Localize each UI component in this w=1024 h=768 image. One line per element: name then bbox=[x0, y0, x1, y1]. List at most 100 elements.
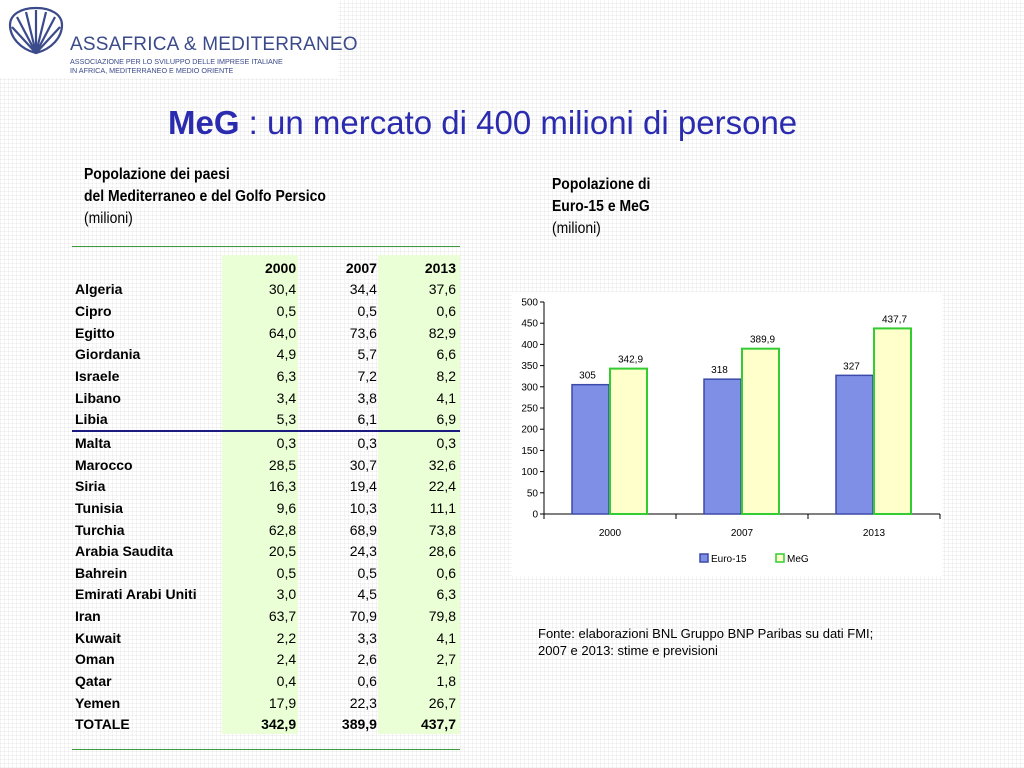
table-row: Bahrein 0,5 0,5 0,6 bbox=[72, 562, 460, 584]
population-table-grid: 2000 2007 2013 Algeria 30,4 34,4 37,6 Cipro 0… bbox=[72, 257, 460, 735]
cell-2000: 62,8 bbox=[268, 521, 297, 538]
cell-2000: 4,9 bbox=[276, 346, 297, 363]
cell-2013: 1,8 bbox=[436, 672, 456, 689]
country-name: Oman bbox=[75, 651, 115, 668]
table-row: Libano 3,4 3,8 4,1 bbox=[72, 387, 460, 409]
cell-2000: 9,6 bbox=[276, 499, 297, 516]
country-name: Kuwait bbox=[75, 629, 121, 646]
cell-2013: 6,6 bbox=[436, 346, 456, 363]
source-line2: 2007 e 2013: stime e previsioni bbox=[538, 643, 718, 658]
chart-caption-line1: Popolazione di bbox=[552, 176, 651, 193]
y-tick-label: 200 bbox=[521, 425, 538, 436]
x-tick-label: 2013 bbox=[863, 528, 886, 539]
chart-svg: 0 50 100 150 200 250 300 350 400 450 500 305 342,9 20… bbox=[521, 298, 941, 570]
x-tick-label: 2000 bbox=[599, 528, 622, 539]
table-caption: Popolazione dei paesi del Mediterraneo e… bbox=[84, 164, 326, 230]
country-name: Libia bbox=[75, 411, 108, 428]
cell-2007: 5,7 bbox=[357, 346, 377, 363]
cell-2000: 6,3 bbox=[276, 368, 297, 385]
country-name: Yemen bbox=[75, 694, 121, 711]
legend-label: Euro-15 bbox=[711, 554, 747, 565]
cell-2000: 0,3 bbox=[223, 430, 301, 454]
data-label: 327 bbox=[843, 361, 860, 372]
cell-2007: 68,9 bbox=[349, 521, 377, 538]
country-name: Giordania bbox=[75, 346, 141, 363]
bar-Euro-15-2000 bbox=[571, 383, 610, 515]
cell-2000: 2,4 bbox=[276, 651, 297, 668]
cell-2000: 30,4 bbox=[268, 281, 297, 298]
y-tick-label: 50 bbox=[527, 488, 539, 499]
country-name: Siria bbox=[75, 478, 106, 495]
table-row: Egitto 64,0 73,6 82,9 bbox=[72, 322, 460, 344]
cell-2007: 24,3 bbox=[349, 543, 377, 560]
table-row: Yemen 17,9 22,3 26,7 bbox=[72, 692, 460, 714]
org-subtitle: ASSOCIAZIONE PER LO SVILUPPO DELLE IMPRE… bbox=[70, 57, 283, 75]
title-strong: MeG bbox=[168, 104, 240, 141]
country-name: Malta bbox=[72, 430, 223, 454]
bar-MeG-2000 bbox=[609, 367, 648, 515]
table-header-row: 2000 2007 2013 bbox=[72, 257, 460, 279]
table-row: Qatar 0,4 0,6 1,8 bbox=[72, 670, 460, 692]
country-name: Arabia Saudita bbox=[75, 543, 174, 560]
cell-2000: 20,5 bbox=[268, 543, 297, 560]
cell-2000: 342,9 bbox=[261, 716, 297, 733]
cell-2013: 0,6 bbox=[436, 303, 456, 320]
data-label: 437,7 bbox=[882, 314, 907, 325]
slide-title: MeG : un mercato di 400 milioni di perso… bbox=[168, 104, 797, 142]
col-2013-shade bbox=[378, 255, 460, 734]
country-name: Bahrein bbox=[75, 564, 128, 581]
table-row: TOTALE 342,9 389,9 437,7 bbox=[72, 713, 460, 735]
header-2000: 2000 bbox=[264, 259, 297, 276]
country-name: TOTALE bbox=[75, 716, 130, 733]
country-name: Israele bbox=[75, 368, 120, 385]
bar-Euro-15-2013 bbox=[835, 374, 874, 515]
cell-2007: 34,4 bbox=[349, 281, 377, 298]
shell-icon bbox=[8, 6, 64, 55]
cell-2007: 0,5 bbox=[357, 303, 377, 320]
cell-2007: 30,7 bbox=[349, 456, 377, 473]
cell-2007: 22,3 bbox=[349, 694, 377, 711]
org-name: ASSAFRICA & MEDITERRANEO bbox=[70, 34, 358, 55]
cell-2007: 0,6 bbox=[357, 672, 377, 689]
data-label: 318 bbox=[711, 365, 728, 376]
country-name: Marocco bbox=[75, 456, 133, 473]
cell-2007: 389,9 bbox=[341, 716, 377, 733]
cell-2007: 10,3 bbox=[349, 499, 377, 516]
cell-2007: 19,4 bbox=[349, 478, 377, 495]
header-country bbox=[72, 257, 223, 279]
table-row: Arabia Saudita 20,5 24,3 28,6 bbox=[72, 540, 460, 562]
table-row: Siria 16,3 19,4 22,4 bbox=[72, 475, 460, 497]
cell-2000: 63,7 bbox=[268, 608, 297, 625]
data-label: 342,9 bbox=[618, 355, 643, 366]
cell-2013: 26,7 bbox=[428, 694, 456, 711]
cell-2013: 28,6 bbox=[428, 543, 456, 560]
y-tick-label: 100 bbox=[521, 467, 538, 478]
table-row: Kuwait 2,2 3,3 4,1 bbox=[72, 627, 460, 649]
cell-2013: 37,6 bbox=[428, 281, 456, 298]
table-row: Malta 0,3 0,3 0,3 bbox=[72, 430, 460, 454]
y-tick-label: 400 bbox=[521, 340, 538, 351]
cell-2000: 5,3 bbox=[276, 411, 297, 428]
legend-swatch-Euro-15 bbox=[699, 553, 709, 563]
table-caption-unit: (milioni) bbox=[84, 210, 133, 227]
cell-2007: 6,1 bbox=[357, 411, 377, 428]
legend-swatch-MeG bbox=[775, 553, 785, 563]
country-name: Tunisia bbox=[75, 499, 123, 516]
table-caption-line1: Popolazione dei paesi bbox=[84, 166, 230, 183]
country-name: Algeria bbox=[75, 281, 123, 298]
y-tick-label: 250 bbox=[521, 404, 538, 415]
cell-2000: 0,5 bbox=[276, 303, 297, 320]
cell-2013: 2,7 bbox=[436, 651, 456, 668]
cell-2013: 8,2 bbox=[436, 368, 456, 385]
country-name: Egitto bbox=[75, 324, 115, 341]
y-tick-label: 450 bbox=[521, 319, 538, 330]
y-tick-label: 300 bbox=[521, 382, 538, 393]
table-row: Giordania 4,9 5,7 6,6 bbox=[72, 344, 460, 366]
cell-2000: 2,2 bbox=[276, 629, 297, 646]
source-note: Fonte: elaborazioni BNL Gruppo BNP Parib… bbox=[538, 625, 873, 659]
country-name: Qatar bbox=[75, 672, 112, 689]
cell-2000: 16,3 bbox=[268, 478, 297, 495]
header-2013: 2013 bbox=[424, 259, 456, 276]
table-row: Algeria 30,4 34,4 37,6 bbox=[72, 279, 460, 301]
table-row: Iran 63,7 70,9 79,8 bbox=[72, 605, 460, 627]
